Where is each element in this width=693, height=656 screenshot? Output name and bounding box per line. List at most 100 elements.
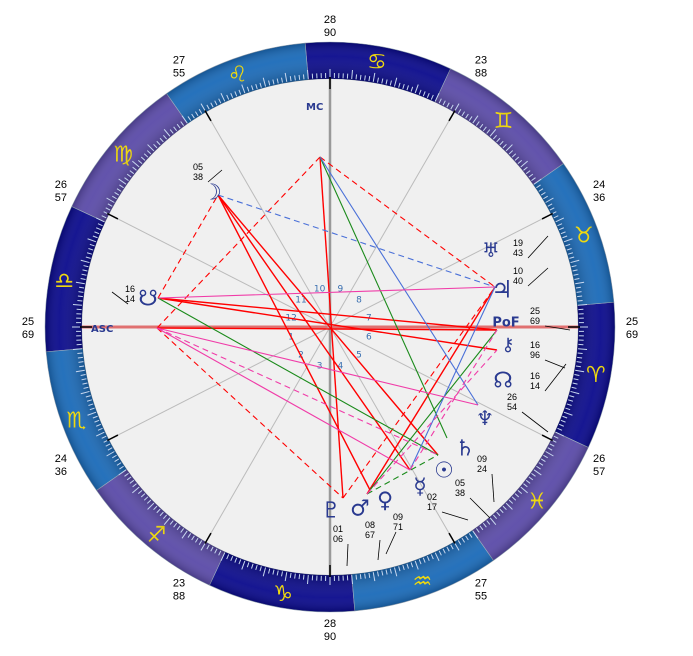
degree-tick — [176, 525, 181, 531]
degree-tick — [255, 564, 258, 571]
degree-tick — [438, 98, 442, 104]
degree-tick — [259, 82, 262, 88]
degree-tick — [368, 572, 371, 578]
degree-tick — [307, 575, 309, 585]
moon-degree: 05 — [193, 162, 203, 172]
degree-tick — [562, 415, 568, 419]
degree-tick — [398, 82, 401, 88]
degree-tick — [576, 291, 582, 293]
degree-tick — [94, 231, 100, 235]
degree-tick — [124, 472, 129, 477]
aspect-line — [157, 297, 439, 456]
aspect-line — [366, 286, 496, 495]
house-cusp-degree: 25 — [22, 316, 34, 328]
degree-tick — [116, 188, 122, 192]
degree-tick — [523, 483, 528, 488]
degree-tick — [251, 85, 254, 91]
degree-tick — [389, 80, 392, 86]
cusp-tick — [448, 532, 456, 544]
degree-tick — [563, 238, 573, 243]
degree-tick — [72, 304, 82, 306]
jupiter-degree: 10 — [513, 266, 523, 276]
degree-tick — [514, 493, 520, 498]
degree-tick — [563, 411, 573, 416]
cusp-labels: 2569243623882890275526572569243623882890… — [22, 14, 638, 643]
aspect-line — [157, 297, 498, 351]
degree-tick — [377, 571, 379, 577]
degree-tick — [95, 423, 101, 427]
degree-tick — [514, 156, 520, 161]
degree-tick — [82, 269, 88, 272]
degree-tick — [140, 156, 146, 161]
degree-tick — [78, 361, 84, 363]
degree-tick — [307, 69, 309, 79]
neptune-degree: 26 — [507, 392, 517, 402]
degree-tick — [218, 98, 222, 104]
degree-tick — [567, 399, 574, 402]
degree-tick — [505, 502, 513, 510]
degree-tick — [187, 533, 192, 538]
degree-tick — [162, 134, 168, 140]
degree-tick — [153, 143, 158, 149]
degree-tick — [82, 382, 88, 385]
mars-degree: 08 — [365, 520, 375, 530]
degree-tick — [77, 356, 83, 359]
degree-tick — [381, 570, 384, 576]
degree-tick — [457, 540, 462, 545]
degree-tick — [159, 137, 164, 143]
degree-tick — [112, 195, 117, 200]
degree-tick — [298, 74, 301, 80]
degree-tick — [80, 278, 86, 280]
house-cusp-degree: 27 — [173, 54, 185, 66]
degree-tick — [88, 248, 94, 251]
aspect-line — [409, 329, 498, 471]
degree-tick — [80, 374, 86, 376]
degree-tick — [442, 548, 446, 554]
degree-tick — [132, 166, 137, 171]
south-node-degree: 16 — [125, 284, 135, 294]
degree-tick — [126, 476, 132, 481]
degree-tick — [572, 382, 578, 385]
degree-tick — [234, 91, 238, 97]
house-cusp-degree: 26 — [593, 453, 605, 465]
house-cusp-degree: 24 — [55, 453, 67, 465]
degree-tick — [410, 562, 414, 568]
aspect-line — [319, 156, 479, 406]
neptune-minute: 54 — [507, 402, 517, 412]
degree-tick — [234, 557, 238, 563]
saturn-icon: ♄ — [455, 437, 475, 462]
degree-tick — [508, 499, 514, 504]
house-cusp-minute: 88 — [475, 67, 487, 79]
mercury-leader-line — [441, 511, 469, 521]
cusp-tick — [541, 212, 554, 220]
house-number: 10 — [314, 284, 326, 294]
pluto-icon: ♇ — [321, 499, 341, 524]
aspect-line — [217, 194, 371, 491]
degree-tick — [163, 517, 171, 525]
degree-tick — [553, 435, 559, 439]
degree-tick — [372, 72, 376, 82]
sun-degree: 05 — [455, 478, 465, 488]
house-number: 4 — [337, 362, 343, 372]
degree-tick — [468, 533, 473, 538]
degree-tick — [461, 111, 466, 117]
degree-tick — [489, 517, 497, 525]
pluto-degree: 01 — [333, 524, 343, 534]
degree-tick — [364, 75, 366, 81]
degree-tick — [146, 150, 152, 155]
saturn-leader-line — [491, 473, 495, 503]
degree-tick — [549, 207, 555, 211]
degree-tick — [92, 235, 98, 239]
cusp-tick — [541, 434, 554, 442]
degree-tick — [80, 259, 90, 264]
house-cusp-minute: 88 — [173, 591, 185, 603]
degree-tick — [281, 77, 283, 83]
degree-tick — [486, 520, 491, 525]
degree-tick — [385, 79, 388, 85]
degree-tick — [575, 365, 581, 368]
degree-tick — [475, 121, 480, 126]
degree-tick — [85, 395, 91, 398]
aspect-line — [217, 194, 411, 471]
degree-tick — [575, 281, 585, 285]
